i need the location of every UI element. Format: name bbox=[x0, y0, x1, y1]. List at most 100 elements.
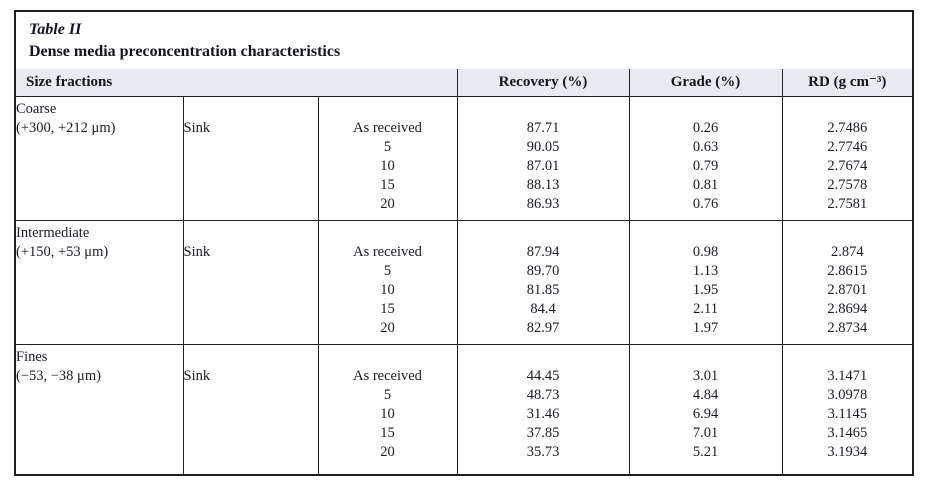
section-row: Fines bbox=[16, 344, 913, 367]
header-grade: Grade (%) bbox=[628, 69, 783, 97]
empty-cell bbox=[16, 281, 183, 300]
empty-cell bbox=[16, 424, 183, 443]
data-row: 20 86.93 0.76 2.7581 bbox=[16, 195, 913, 221]
empty-cell bbox=[182, 424, 318, 443]
empty-cell bbox=[16, 319, 183, 345]
recovery-cell: 31.46 bbox=[456, 405, 630, 424]
rd-cell: 2.7674 bbox=[781, 157, 913, 176]
header-rd: RD (g cm⁻³) bbox=[781, 69, 913, 97]
empty-cell bbox=[182, 138, 318, 157]
treatment-cell: 15 bbox=[317, 300, 458, 319]
recovery-cell: 82.97 bbox=[456, 319, 630, 345]
treatment-cell: 20 bbox=[317, 195, 458, 221]
rd-cell: 2.7581 bbox=[781, 195, 913, 221]
empty-cell bbox=[182, 405, 318, 424]
grade-cell: 0.76 bbox=[628, 195, 783, 221]
data-row: 15 37.85 7.01 3.1465 bbox=[16, 424, 913, 443]
empty-cell bbox=[182, 195, 318, 221]
empty-cell bbox=[628, 344, 783, 367]
recovery-cell: 81.85 bbox=[456, 281, 630, 300]
empty-cell bbox=[16, 300, 183, 319]
data-row: 20 82.97 1.97 2.8734 bbox=[16, 319, 913, 345]
grade-cell: 0.81 bbox=[628, 176, 783, 195]
recovery-cell: 86.93 bbox=[456, 195, 630, 221]
empty-cell bbox=[317, 220, 458, 243]
empty-cell bbox=[16, 262, 183, 281]
recovery-cell: 89.70 bbox=[456, 262, 630, 281]
recovery-cell: 87.71 bbox=[456, 119, 630, 138]
header-recovery: Recovery (%) bbox=[456, 69, 630, 97]
recovery-cell: 87.94 bbox=[456, 243, 630, 262]
table-subtitle: Dense media preconcentration characteris… bbox=[29, 43, 341, 60]
treatment-cell: 20 bbox=[317, 443, 458, 474]
size-range-cell: (−53, −38 μm) bbox=[16, 368, 101, 384]
empty-cell bbox=[16, 157, 183, 176]
rd-cell: 3.0978 bbox=[781, 386, 913, 405]
treatment-cell: 10 bbox=[317, 157, 458, 176]
grade-cell: 0.98 bbox=[628, 243, 783, 262]
grade-cell: 0.63 bbox=[628, 138, 783, 157]
grade-cell: 5.21 bbox=[628, 443, 783, 474]
data-row: 10 31.46 6.94 3.1145 bbox=[16, 405, 913, 424]
data-table: Size fractions Recovery (%) Grade (%) RD… bbox=[16, 69, 913, 474]
empty-cell bbox=[182, 176, 318, 195]
grade-cell: 3.01 bbox=[628, 367, 783, 386]
recovery-cell: 87.01 bbox=[456, 157, 630, 176]
data-row: 20 35.73 5.21 3.1934 bbox=[16, 443, 913, 474]
table-container: Table II Dense media preconcentration ch… bbox=[14, 10, 914, 476]
empty-cell bbox=[317, 344, 458, 367]
table-title: Table II bbox=[29, 21, 82, 38]
treatment-cell: 10 bbox=[317, 281, 458, 300]
empty-cell bbox=[781, 344, 913, 367]
data-row: (+300, +212 μm) Sink As received 87.71 0… bbox=[16, 119, 913, 138]
empty-cell bbox=[182, 220, 318, 243]
grade-cell: 2.11 bbox=[628, 300, 783, 319]
treatment-cell: As received bbox=[317, 119, 458, 138]
medium-cell: Sink bbox=[182, 119, 318, 138]
empty-cell bbox=[182, 157, 318, 176]
empty-cell bbox=[628, 220, 783, 243]
recovery-cell: 37.85 bbox=[456, 424, 630, 443]
treatment-cell: As received bbox=[317, 367, 458, 386]
data-row: 5 89.70 1.13 2.8615 bbox=[16, 262, 913, 281]
section-name-cell: Fines bbox=[16, 344, 183, 367]
treatment-cell: 20 bbox=[317, 319, 458, 345]
header-size-fractions: Size fractions bbox=[16, 69, 458, 97]
treatment-cell: 15 bbox=[317, 176, 458, 195]
size-range-cell: (+300, +212 μm) bbox=[16, 120, 116, 136]
empty-cell bbox=[182, 386, 318, 405]
empty-cell bbox=[317, 96, 458, 119]
medium-cell: Sink bbox=[182, 243, 318, 262]
medium-cell: Sink bbox=[182, 367, 318, 386]
rd-cell: 3.1471 bbox=[781, 367, 913, 386]
recovery-cell: 90.05 bbox=[456, 138, 630, 157]
empty-cell bbox=[182, 443, 318, 474]
rd-cell: 2.8694 bbox=[781, 300, 913, 319]
empty-cell bbox=[628, 96, 783, 119]
size-range-cell: (+150, +53 μm) bbox=[16, 244, 109, 260]
empty-cell bbox=[781, 220, 913, 243]
data-row: 5 48.73 4.84 3.0978 bbox=[16, 386, 913, 405]
empty-cell bbox=[182, 262, 318, 281]
empty-cell bbox=[16, 405, 183, 424]
empty-cell bbox=[182, 319, 318, 345]
rd-cell: 2.874 bbox=[781, 243, 913, 262]
empty-cell bbox=[182, 96, 318, 119]
data-row: 10 87.01 0.79 2.7674 bbox=[16, 157, 913, 176]
data-row: (+150, +53 μm) Sink As received 87.94 0.… bbox=[16, 243, 913, 262]
data-row: 15 84.4 2.11 2.8694 bbox=[16, 300, 913, 319]
empty-cell bbox=[456, 344, 630, 367]
data-row: 15 88.13 0.81 2.7578 bbox=[16, 176, 913, 195]
grade-cell: 1.13 bbox=[628, 262, 783, 281]
recovery-cell: 88.13 bbox=[456, 176, 630, 195]
treatment-cell: 5 bbox=[317, 138, 458, 157]
grade-cell: 1.95 bbox=[628, 281, 783, 300]
recovery-cell: 44.45 bbox=[456, 367, 630, 386]
empty-cell bbox=[16, 386, 183, 405]
section-row: Intermediate bbox=[16, 220, 913, 243]
section-row: Coarse bbox=[16, 96, 913, 119]
rd-cell: 3.1145 bbox=[781, 405, 913, 424]
data-row: 5 90.05 0.63 2.7746 bbox=[16, 138, 913, 157]
recovery-cell: 48.73 bbox=[456, 386, 630, 405]
